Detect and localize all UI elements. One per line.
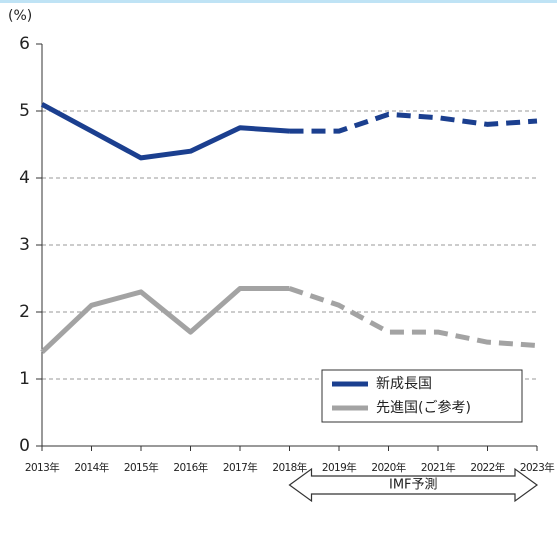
- legend-label: 新成長国: [376, 376, 432, 392]
- series-line: [40, 102, 290, 161]
- x-tick-label: 2017年: [223, 461, 257, 474]
- legend-label: 先進国(ご参考): [376, 399, 471, 416]
- x-tick-label: 2020年: [371, 461, 405, 474]
- y-tick-label: 5: [19, 101, 30, 121]
- series-line: [288, 286, 538, 348]
- x-tick-label: 2016年: [173, 461, 207, 474]
- y-tick-label: 4: [19, 168, 30, 188]
- x-tick-label: 2018年: [272, 461, 306, 474]
- x-tick-label: 2019年: [322, 461, 356, 474]
- series-line: [40, 286, 290, 355]
- x-tick-label: 2022年: [470, 461, 504, 474]
- annotation: IMF予測: [389, 478, 438, 493]
- x-tick-label: 2021年: [421, 461, 455, 474]
- series-line: [289, 111, 538, 134]
- x-tick-label: 2023年: [520, 461, 554, 474]
- forecast-arrow: [288, 467, 539, 503]
- legend-box: [321, 369, 523, 423]
- y-tick-label: 0: [19, 436, 30, 456]
- x-tick-label: 2013年: [25, 461, 59, 474]
- y-tick-label: 1: [19, 369, 30, 389]
- y-tick-label: 2: [19, 302, 30, 322]
- top-border: [0, 0, 557, 3]
- y-tick-label: 3: [19, 235, 30, 255]
- y-tick-label: 6: [19, 34, 30, 54]
- y-axis-label: (%): [8, 8, 32, 24]
- x-tick-label: 2015年: [124, 461, 158, 474]
- x-tick-label: 2014年: [74, 461, 108, 474]
